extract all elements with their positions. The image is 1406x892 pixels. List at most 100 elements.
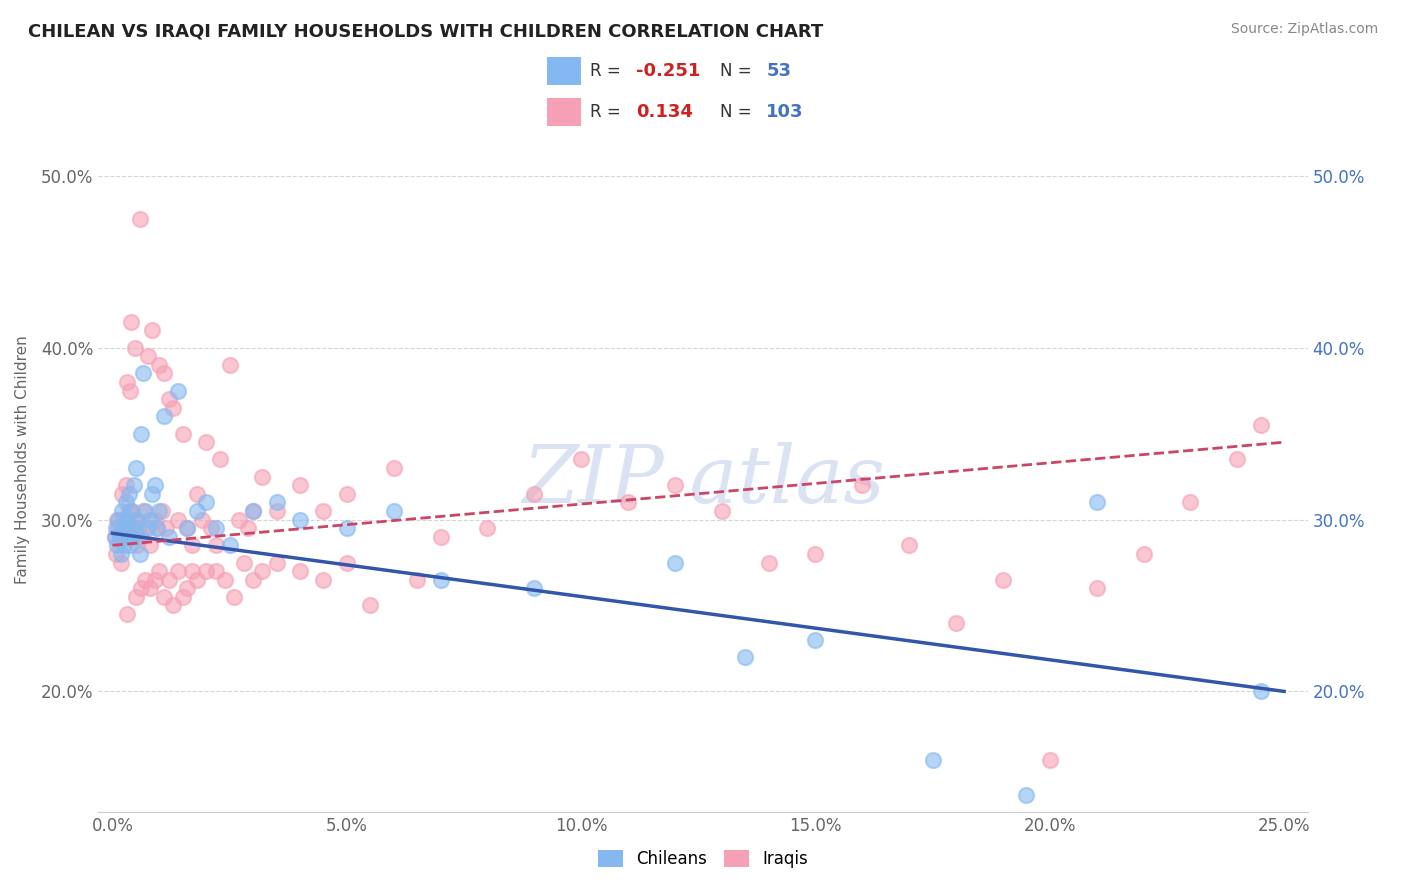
Point: [127, 530, 149, 544]
Point: [1250, 417, 1272, 432]
Point: [114, 495, 136, 509]
Point: [111, 512, 134, 526]
Point: [336, 556, 359, 570]
Point: [991, 573, 1014, 587]
Point: [153, 367, 176, 381]
Point: [238, 521, 260, 535]
Point: [242, 573, 264, 587]
Point: [111, 487, 134, 501]
Point: [569, 452, 592, 467]
Point: [124, 521, 146, 535]
Point: [105, 547, 128, 561]
Point: [136, 349, 159, 363]
Point: [288, 478, 311, 492]
Point: [139, 582, 162, 596]
Point: [186, 487, 208, 501]
Point: [176, 582, 198, 596]
Point: [157, 573, 180, 587]
Point: [128, 211, 150, 226]
Point: [148, 564, 170, 578]
Point: [359, 599, 381, 613]
Point: [204, 538, 226, 552]
Point: [134, 504, 156, 518]
Point: [129, 530, 152, 544]
Text: 103: 103: [766, 103, 804, 121]
Point: [112, 521, 135, 535]
Point: [172, 590, 194, 604]
Point: [139, 538, 162, 552]
Point: [128, 547, 150, 561]
Point: [242, 504, 264, 518]
Point: [224, 590, 246, 604]
Point: [218, 358, 240, 372]
Point: [228, 512, 250, 526]
Point: [406, 573, 429, 587]
Point: [146, 521, 169, 535]
Point: [851, 478, 873, 492]
Point: [117, 530, 139, 544]
Point: [710, 504, 733, 518]
Point: [429, 573, 451, 587]
Point: [112, 538, 135, 552]
Point: [157, 392, 180, 407]
Point: [114, 478, 136, 492]
Point: [429, 530, 451, 544]
Point: [141, 487, 163, 501]
Point: [105, 538, 128, 552]
Point: [1085, 495, 1108, 509]
Point: [155, 521, 177, 535]
Point: [115, 375, 138, 389]
Point: [132, 504, 155, 518]
Point: [186, 504, 208, 518]
Point: [664, 556, 686, 570]
Point: [136, 521, 159, 535]
Point: [312, 573, 335, 587]
Point: [214, 573, 236, 587]
Point: [804, 632, 827, 647]
Point: [167, 512, 190, 526]
Point: [115, 607, 138, 621]
Point: [153, 590, 176, 604]
Point: [120, 384, 142, 398]
Legend: Chileans, Iraqis: Chileans, Iraqis: [592, 843, 814, 875]
Point: [167, 564, 190, 578]
Point: [129, 426, 152, 441]
Point: [945, 615, 967, 630]
Point: [921, 753, 943, 767]
Point: [172, 426, 194, 441]
Point: [181, 564, 204, 578]
Point: [107, 512, 129, 526]
Point: [108, 530, 131, 544]
Point: [382, 504, 405, 518]
Point: [162, 599, 184, 613]
Point: [118, 504, 141, 518]
Point: [200, 521, 222, 535]
Point: [382, 461, 405, 475]
Point: [242, 504, 264, 518]
Point: [157, 530, 180, 544]
Point: [1250, 684, 1272, 698]
Text: CHILEAN VS IRAQI FAMILY HOUSEHOLDS WITH CHILDREN CORRELATION CHART: CHILEAN VS IRAQI FAMILY HOUSEHOLDS WITH …: [28, 22, 824, 40]
Point: [523, 582, 546, 596]
Point: [115, 521, 138, 535]
Text: N =: N =: [720, 103, 751, 121]
Point: [134, 573, 156, 587]
Point: [288, 564, 311, 578]
Point: [120, 315, 142, 329]
Point: [146, 521, 169, 535]
Point: [162, 401, 184, 415]
Point: [120, 504, 142, 518]
Point: [218, 538, 240, 552]
Point: [104, 530, 127, 544]
Point: [148, 358, 170, 372]
Point: [252, 469, 274, 483]
Point: [107, 521, 129, 535]
Point: [195, 435, 218, 450]
Point: [523, 487, 546, 501]
Point: [1180, 495, 1202, 509]
Point: [110, 556, 132, 570]
Point: [195, 564, 218, 578]
Point: [117, 512, 139, 526]
Point: [105, 512, 128, 526]
Point: [266, 495, 288, 509]
